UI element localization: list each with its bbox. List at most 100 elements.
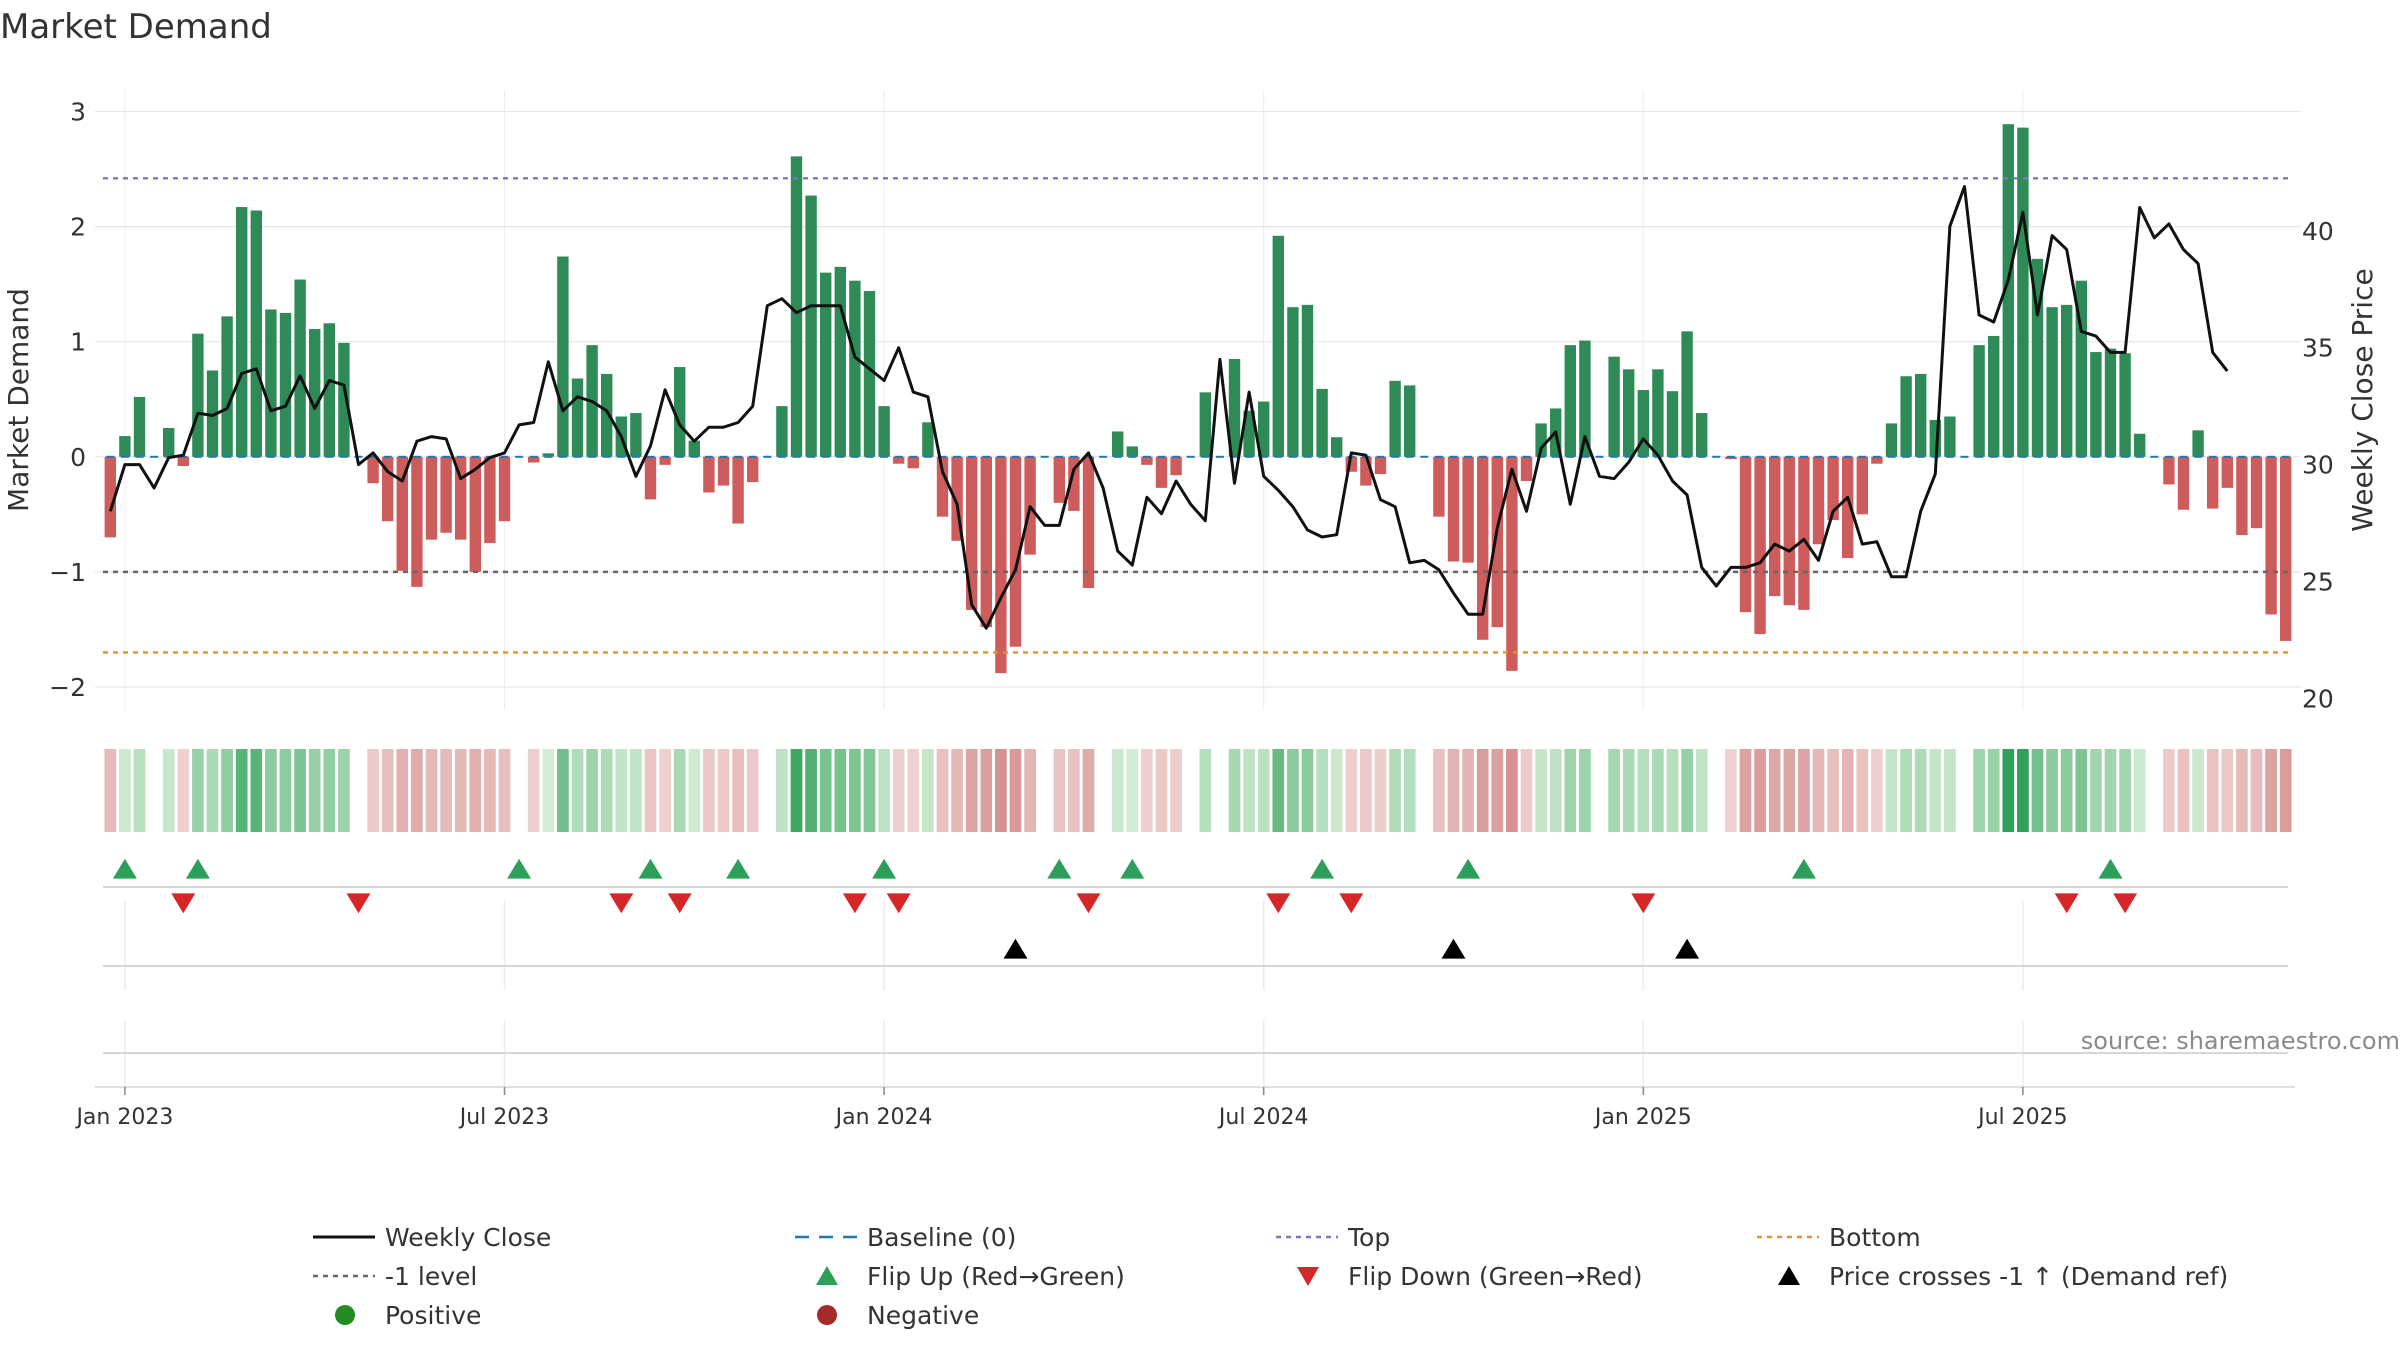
negative-bar [980, 456, 992, 628]
negative-bar [2207, 456, 2219, 509]
negative-bar [1068, 456, 1080, 511]
negative-bar [2250, 456, 2263, 529]
negative-bar [995, 456, 1007, 674]
heat-cell-positive [1301, 749, 1314, 832]
positive-bar [2090, 352, 2102, 457]
negative-bar [440, 456, 452, 533]
heat-cell-negative [498, 749, 511, 832]
positive-bar [1389, 380, 1401, 457]
y2-tick-label: 25 [2302, 567, 2334, 596]
heat-cell-negative [1506, 749, 1518, 832]
heat-cell-positive [1126, 749, 1139, 832]
negative-bar [951, 456, 963, 541]
flip-up-marker [872, 858, 897, 879]
heat-cell-positive [2060, 749, 2073, 832]
flip-up-marker [1047, 858, 1072, 879]
heat-cell-positive [1987, 749, 2000, 832]
positive-bar [323, 323, 335, 457]
weekly-close-series [108, 185, 2229, 630]
negative-bar [1462, 456, 1474, 563]
positive-bar [1228, 358, 1241, 457]
legend-flip-up-icon [816, 1266, 838, 1285]
negative-bar [177, 456, 189, 466]
heat-cell-positive [265, 749, 277, 832]
heat-cell-negative [1841, 749, 1854, 832]
positive-bar [1623, 369, 1635, 457]
heat-cell-positive [1199, 749, 1212, 832]
positive-bar [1988, 335, 2000, 457]
heat-cell-negative [104, 749, 117, 832]
heat-cell-positive [1579, 749, 1591, 832]
positive-bar [557, 256, 569, 457]
negative-bar [1856, 456, 1868, 515]
heat-cell-negative [440, 749, 452, 832]
heat-cell-negative [1082, 749, 1095, 832]
positive-bar [863, 291, 876, 457]
heat-cell-negative [995, 749, 1007, 832]
heat-cell-negative [2279, 749, 2292, 832]
heat-cell-positive [206, 749, 219, 832]
negative-bar [1141, 456, 1153, 465]
positive-bar [2002, 124, 2014, 457]
heat-cell-negative [2265, 749, 2277, 832]
heat-cell-positive [834, 749, 847, 832]
heat-cell-negative [1754, 749, 1766, 832]
negative-bar [1477, 456, 1489, 640]
heat-cell-positive [279, 749, 292, 832]
negative-bar [1360, 456, 1372, 486]
negative-bar [1374, 456, 1387, 475]
flip-up-marker [507, 858, 532, 879]
heat-cell-negative [177, 749, 190, 832]
level-lines [103, 177, 2293, 654]
positive-bar [279, 312, 292, 457]
heat-cell-negative [527, 749, 540, 832]
legend-cross-icon [1778, 1266, 1800, 1285]
heat-cell-positive [2002, 749, 2015, 832]
demand-heat-strip [104, 749, 2292, 832]
heat-cell-positive [1287, 749, 1299, 832]
legend-label: Price crosses -1 ↑ (Demand ref) [1829, 1262, 2228, 1291]
heat-cell-negative [892, 749, 905, 832]
heat-cell-positive [1929, 749, 1942, 832]
legend-label: Weekly Close [385, 1223, 551, 1252]
heat-cell-negative [2221, 749, 2234, 832]
negative-bar [411, 456, 423, 587]
heat-cell-positive [192, 749, 204, 832]
heat-cell-positive [1549, 749, 1562, 832]
x-tick-label: Jul 2025 [1976, 1105, 2068, 1130]
negative-bar [2221, 456, 2233, 488]
positive-bar [1681, 331, 1693, 457]
negative-bar [1491, 456, 1503, 628]
legend-item-top: Top [1276, 1223, 1390, 1252]
heat-cell-positive [250, 749, 263, 832]
negative-bar [703, 456, 715, 493]
positive-bar [2119, 353, 2131, 457]
heat-cell-negative [1768, 749, 1781, 832]
legend-item-bottom: Bottom [1757, 1223, 1921, 1252]
positive-bar [1929, 419, 1941, 457]
positive-bar [922, 422, 934, 457]
heat-cell-negative [1155, 749, 1168, 832]
negative-bar [425, 456, 438, 540]
heat-cell-positive [1666, 749, 1679, 832]
heat-cell-positive [221, 749, 233, 832]
positive-bar [1287, 307, 1299, 457]
legend-item-pos: Positive [335, 1301, 481, 1330]
price-cross-marker [1003, 938, 1028, 959]
chart-title: Market Demand [0, 7, 272, 47]
heat-cell-positive [878, 749, 890, 832]
heat-cell-positive [1608, 749, 1620, 832]
heat-cell-negative [1024, 749, 1036, 832]
heat-cell-positive [863, 749, 876, 832]
negative-bar [1798, 456, 1810, 610]
heat-cell-positive [819, 749, 832, 832]
positive-bar [1564, 345, 1576, 457]
heat-cell-negative [1009, 749, 1022, 832]
y-tick-label: 2 [70, 213, 86, 242]
heat-cell-positive [1885, 749, 1898, 832]
negative-bar [1739, 456, 1752, 613]
negative-bar [1447, 456, 1460, 562]
positive-bar [1535, 423, 1547, 457]
negative-bar [469, 456, 481, 572]
y2-axis-label: Weekly Close Price [2346, 268, 2379, 531]
